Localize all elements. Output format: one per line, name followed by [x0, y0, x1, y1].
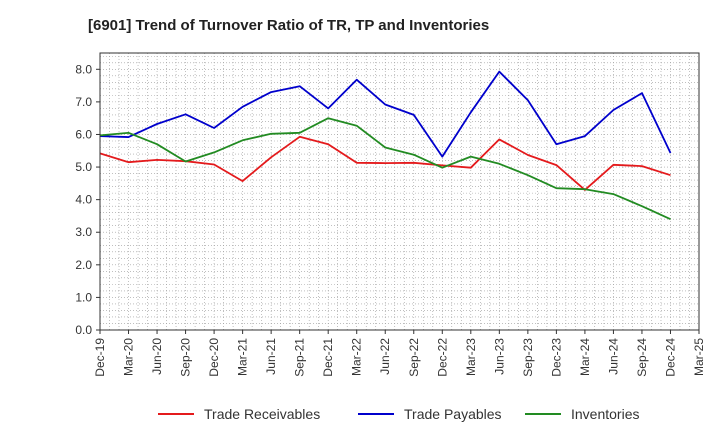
grid-lines: [99, 53, 700, 331]
y-tick-label: 6.0: [75, 127, 92, 141]
x-tick-label: Mar-21: [236, 338, 250, 376]
x-tick-label: Dec-24: [663, 338, 677, 377]
y-tick-label: 2.0: [75, 258, 92, 272]
y-tick-label: 5.0: [75, 160, 92, 174]
legend-label: Trade Receivables: [204, 406, 320, 422]
legend-label: Inventories: [571, 406, 639, 422]
x-tick-label: Sep-20: [179, 338, 193, 377]
x-tick-label: Mar-24: [578, 338, 592, 376]
x-tick-label: Sep-22: [407, 338, 421, 377]
x-tick-label: Jun-21: [264, 338, 278, 375]
x-tick-label: Sep-21: [293, 338, 307, 377]
x-tick-label: Jun-23: [492, 338, 506, 375]
y-tick-label: 0.0: [75, 323, 92, 337]
x-tick-label: Mar-20: [122, 338, 136, 376]
x-axis-ticks: Dec-19 Mar-20 Jun-20 Sep-20 Dec-20 Mar-21 Jun-…: [93, 330, 706, 377]
y-tick-label: 3.0: [75, 225, 92, 239]
x-tick-label: Sep-24: [635, 338, 649, 377]
series-lines: [99, 70, 672, 221]
x-tick-label: Dec-23: [549, 338, 563, 377]
series-line-trade-payables: [99, 70, 672, 158]
series-line-trade-receivables: [99, 135, 671, 191]
y-axis-ticks: 0.0 1.0 2.0 3.0 4.0 5.0 6.0 7.0 8.0: [75, 62, 100, 337]
x-tick-label: Dec-21: [321, 338, 335, 377]
x-tick-label: Jun-20: [150, 338, 164, 375]
chart-title: [6901] Trend of Turnover Ratio of TR, TP…: [88, 17, 489, 34]
x-tick-label: Jun-22: [378, 338, 392, 375]
y-tick-label: 8.0: [75, 62, 92, 76]
x-tick-label: Mar-22: [350, 338, 364, 376]
legend: Trade Receivables Trade Payables Inventori…: [158, 406, 639, 422]
y-tick-label: 4.0: [75, 193, 92, 207]
y-tick-label: 7.0: [75, 95, 92, 109]
x-tick-label: Dec-19: [93, 338, 107, 377]
series-line-inventories: [99, 117, 671, 221]
x-tick-label: Mar-23: [464, 338, 478, 376]
legend-label: Trade Payables: [404, 406, 502, 422]
x-tick-label: Dec-20: [207, 338, 221, 377]
y-tick-label: 1.0: [75, 290, 92, 304]
x-tick-label: Dec-22: [435, 338, 449, 377]
plot-frame: [99, 52, 700, 331]
x-tick-label: Mar-25: [692, 338, 706, 376]
x-tick-label: Sep-23: [521, 338, 535, 377]
x-tick-label: Jun-24: [606, 338, 620, 375]
